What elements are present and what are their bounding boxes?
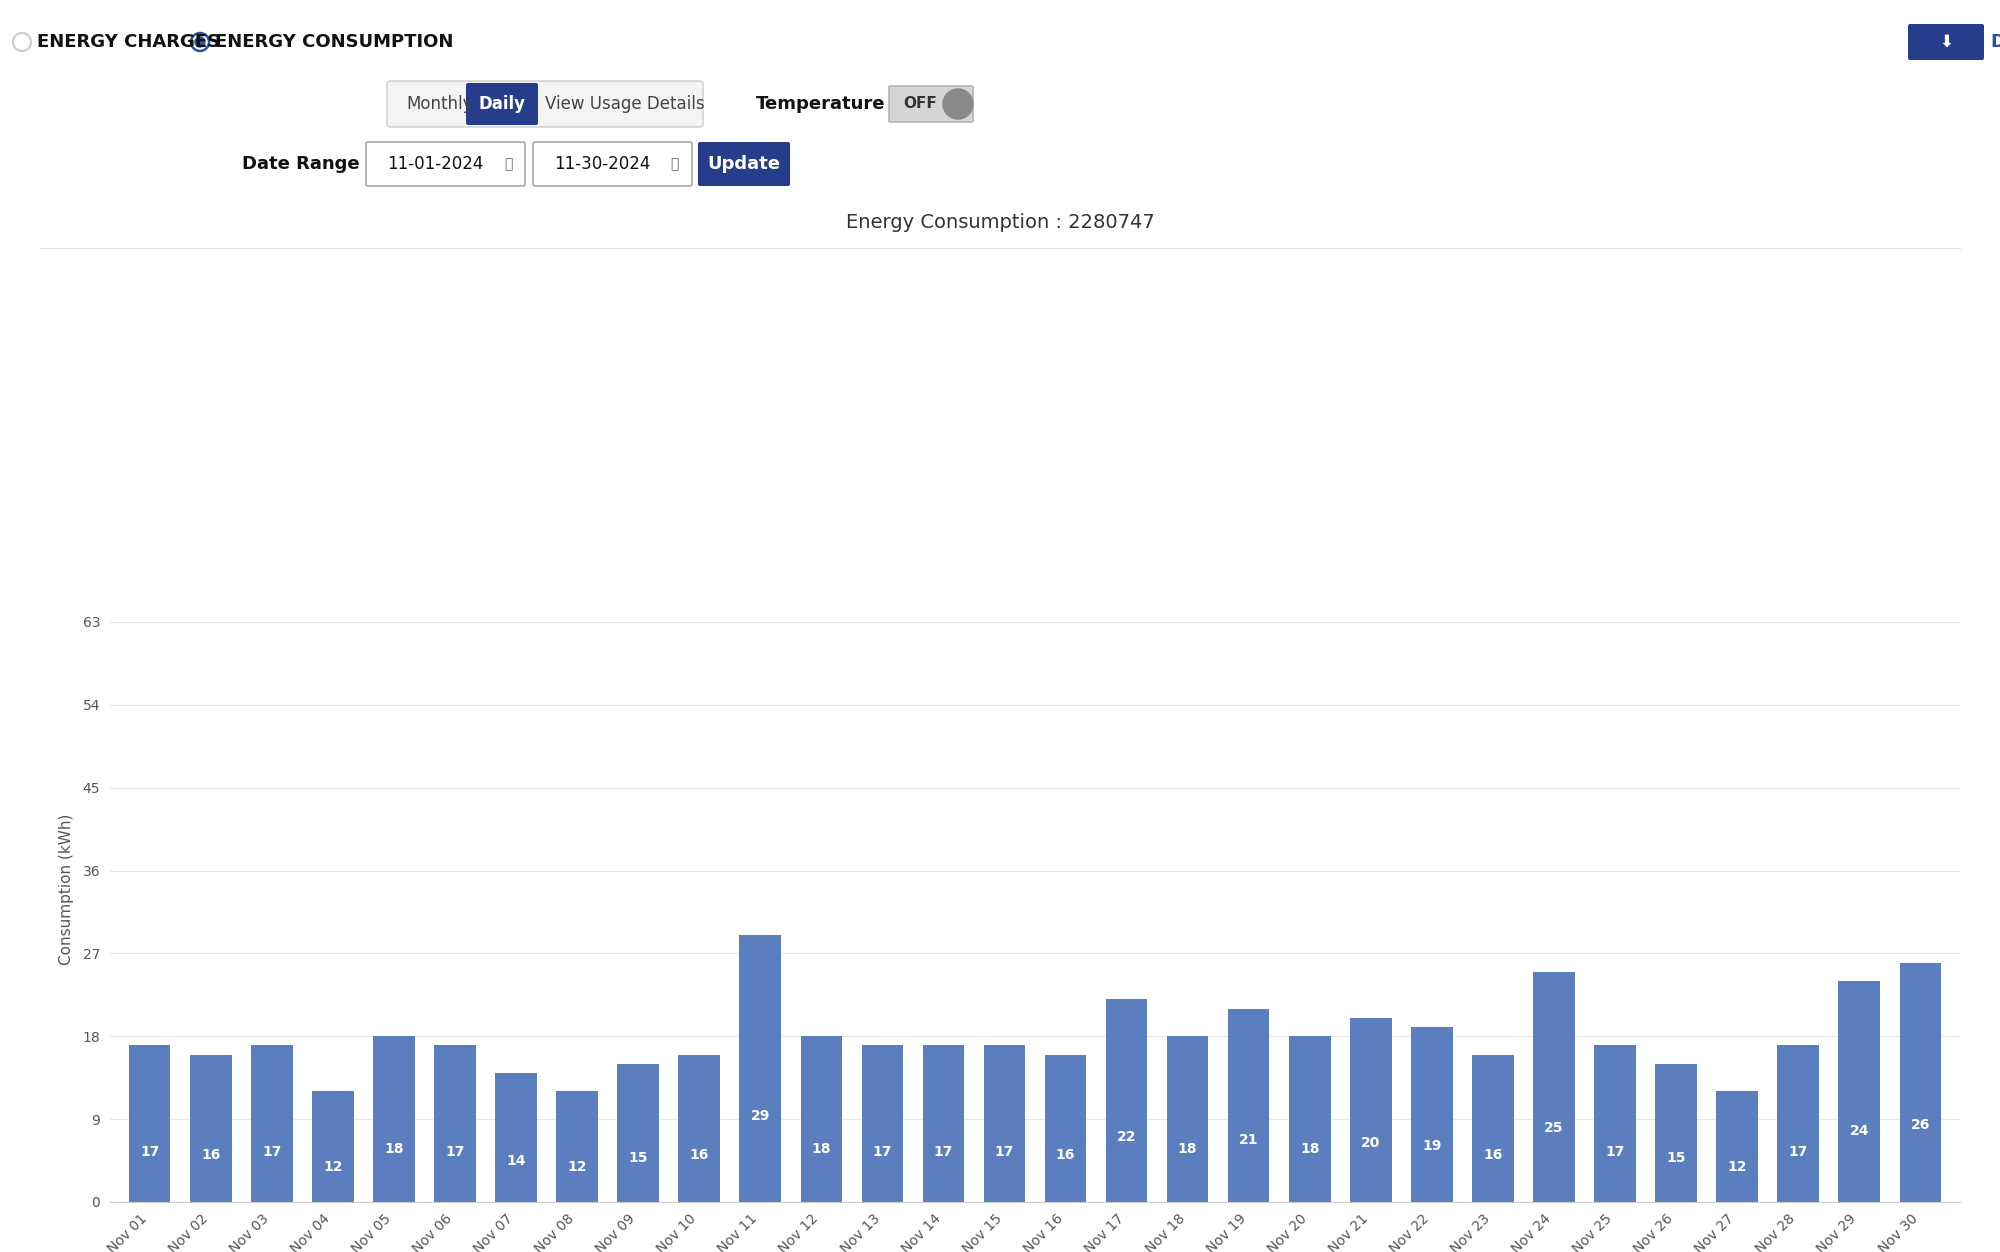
Text: 16: 16 bbox=[1056, 1148, 1076, 1162]
Text: 12: 12 bbox=[324, 1159, 342, 1173]
Bar bbox=[1106, 999, 1148, 1202]
Text: 14: 14 bbox=[506, 1153, 526, 1168]
Text: OFF: OFF bbox=[904, 96, 936, 111]
FancyBboxPatch shape bbox=[366, 141, 524, 187]
Bar bbox=[740, 935, 782, 1202]
Bar bbox=[128, 1045, 170, 1202]
Text: 17: 17 bbox=[934, 1144, 954, 1159]
Text: 22: 22 bbox=[1116, 1131, 1136, 1144]
Text: Monthly: Monthly bbox=[406, 95, 474, 113]
Y-axis label: Consumption (kWh): Consumption (kWh) bbox=[60, 814, 74, 964]
Bar bbox=[190, 1054, 232, 1202]
Text: 11-30-2024: 11-30-2024 bbox=[554, 155, 650, 173]
Bar bbox=[1838, 982, 1880, 1202]
Text: Energy Consumption : 2280747: Energy Consumption : 2280747 bbox=[846, 213, 1154, 232]
Text: 12: 12 bbox=[568, 1159, 586, 1173]
Circle shape bbox=[196, 38, 206, 48]
Text: 18: 18 bbox=[1300, 1142, 1320, 1156]
Bar bbox=[374, 1037, 414, 1202]
Text: 12: 12 bbox=[1728, 1159, 1746, 1173]
FancyBboxPatch shape bbox=[532, 141, 692, 187]
Bar bbox=[252, 1045, 292, 1202]
Text: 24: 24 bbox=[1850, 1124, 1870, 1138]
Text: 11-01-2024: 11-01-2024 bbox=[386, 155, 484, 173]
Text: ENERGY CHARGES: ENERGY CHARGES bbox=[36, 33, 220, 51]
Bar bbox=[1044, 1054, 1086, 1202]
Text: 16: 16 bbox=[1484, 1148, 1502, 1162]
Bar bbox=[1716, 1092, 1758, 1202]
Bar bbox=[1900, 963, 1942, 1202]
Bar bbox=[1412, 1027, 1452, 1202]
Bar bbox=[1288, 1037, 1330, 1202]
Text: 17: 17 bbox=[1606, 1144, 1624, 1159]
Bar bbox=[434, 1045, 476, 1202]
Text: 21: 21 bbox=[1238, 1133, 1258, 1147]
Text: 18: 18 bbox=[384, 1142, 404, 1156]
Bar bbox=[1778, 1045, 1818, 1202]
Bar bbox=[800, 1037, 842, 1202]
Bar bbox=[984, 1045, 1026, 1202]
Bar bbox=[556, 1092, 598, 1202]
Text: 15: 15 bbox=[628, 1151, 648, 1164]
Bar bbox=[1472, 1054, 1514, 1202]
Text: 29: 29 bbox=[750, 1109, 770, 1123]
FancyBboxPatch shape bbox=[466, 83, 538, 125]
Bar bbox=[618, 1064, 658, 1202]
Bar bbox=[1228, 1009, 1270, 1202]
Text: 17: 17 bbox=[446, 1144, 464, 1159]
FancyBboxPatch shape bbox=[888, 86, 972, 121]
Bar bbox=[678, 1054, 720, 1202]
Text: Update: Update bbox=[708, 155, 780, 173]
Text: Date Range: Date Range bbox=[242, 155, 360, 173]
Text: 17: 17 bbox=[994, 1144, 1014, 1159]
Text: 17: 17 bbox=[872, 1144, 892, 1159]
Text: 18: 18 bbox=[812, 1142, 832, 1156]
Text: 26: 26 bbox=[1910, 1118, 1930, 1132]
Text: 19: 19 bbox=[1422, 1139, 1442, 1153]
Bar bbox=[496, 1073, 536, 1202]
Text: 📅: 📅 bbox=[504, 156, 512, 172]
Text: Download: Download bbox=[1990, 33, 2000, 51]
Text: 18: 18 bbox=[1178, 1142, 1198, 1156]
FancyBboxPatch shape bbox=[698, 141, 790, 187]
Text: 📅: 📅 bbox=[670, 156, 678, 172]
FancyBboxPatch shape bbox=[1908, 24, 1984, 60]
Text: 25: 25 bbox=[1544, 1122, 1564, 1136]
Text: 17: 17 bbox=[262, 1144, 282, 1159]
Text: Temperature: Temperature bbox=[756, 95, 884, 113]
Text: 15: 15 bbox=[1666, 1151, 1686, 1164]
Text: Daily: Daily bbox=[478, 95, 526, 113]
Bar bbox=[922, 1045, 964, 1202]
Bar bbox=[862, 1045, 904, 1202]
Bar bbox=[312, 1092, 354, 1202]
Bar bbox=[1534, 972, 1574, 1202]
Text: 17: 17 bbox=[140, 1144, 160, 1159]
Text: 20: 20 bbox=[1362, 1136, 1380, 1151]
FancyBboxPatch shape bbox=[388, 81, 704, 126]
Text: 16: 16 bbox=[690, 1148, 708, 1162]
Bar bbox=[1656, 1064, 1696, 1202]
Bar bbox=[1594, 1045, 1636, 1202]
Circle shape bbox=[944, 89, 972, 119]
Bar bbox=[1350, 1018, 1392, 1202]
Text: ⬇: ⬇ bbox=[1940, 33, 1952, 51]
Text: 16: 16 bbox=[202, 1148, 220, 1162]
Bar bbox=[1166, 1037, 1208, 1202]
Text: 17: 17 bbox=[1788, 1144, 1808, 1159]
Text: View Usage Details: View Usage Details bbox=[546, 95, 704, 113]
Text: ENERGY CONSUMPTION: ENERGY CONSUMPTION bbox=[216, 33, 454, 51]
